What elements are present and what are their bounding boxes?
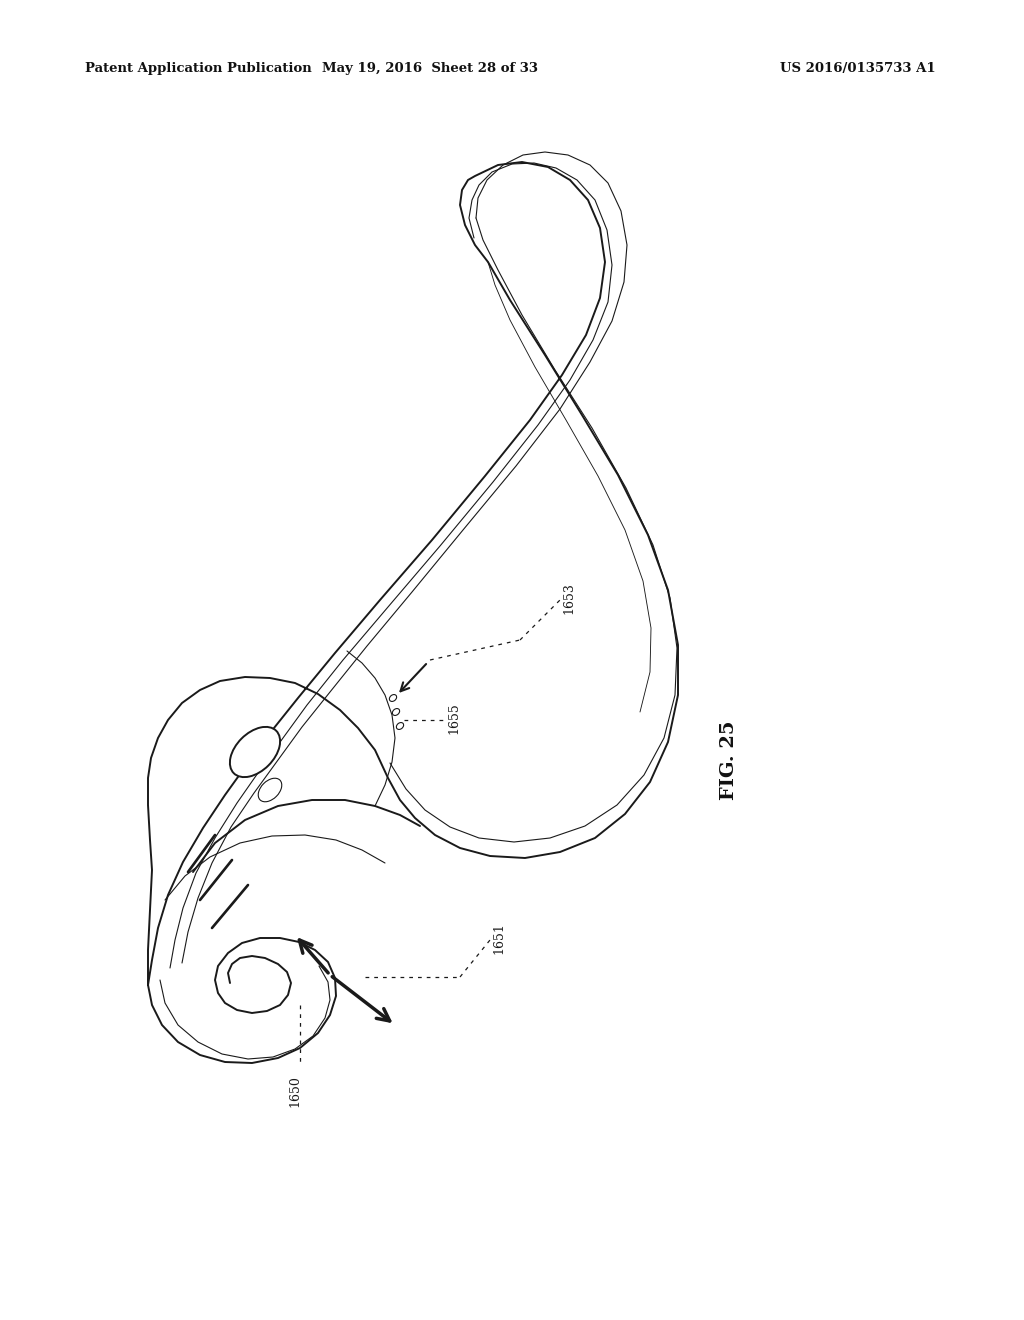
- Ellipse shape: [230, 727, 281, 777]
- Ellipse shape: [258, 779, 282, 801]
- Text: US 2016/0135733 A1: US 2016/0135733 A1: [780, 62, 936, 75]
- Text: 1650: 1650: [289, 1074, 301, 1107]
- Text: 1653: 1653: [562, 582, 575, 614]
- Text: FIG. 25: FIG. 25: [720, 721, 738, 800]
- Ellipse shape: [396, 722, 403, 730]
- Text: May 19, 2016  Sheet 28 of 33: May 19, 2016 Sheet 28 of 33: [322, 62, 538, 75]
- Ellipse shape: [389, 694, 396, 701]
- Text: 1651: 1651: [492, 923, 505, 954]
- Text: Patent Application Publication: Patent Application Publication: [85, 62, 311, 75]
- Text: 1655: 1655: [447, 702, 460, 734]
- Ellipse shape: [392, 709, 399, 715]
